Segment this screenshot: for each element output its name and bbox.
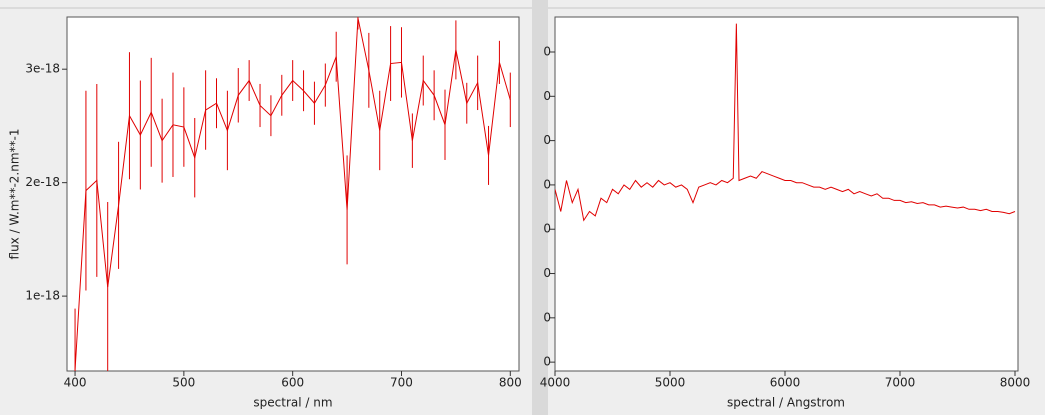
x-tick-label: 4000: [540, 376, 571, 390]
y-tick-label: 0: [543, 45, 551, 59]
y-tick-label: 2e-18: [25, 175, 60, 189]
y-tick-label: 1e-18: [25, 289, 60, 303]
x-tick-label: 700: [390, 376, 413, 390]
y-tick-label: 0: [543, 177, 551, 191]
plot-area: [554, 16, 1019, 372]
y-tick-label: 3e-18: [25, 62, 60, 76]
series: [555, 23, 1016, 222]
data-line: [555, 23, 1016, 222]
x-tick-label: 6000: [770, 376, 801, 390]
x-axis-title: spectral / nm: [253, 396, 332, 410]
series: [74, 17, 511, 371]
y-axis-title: flux / W.m**-2.nm**-1: [8, 129, 22, 260]
y-tick-label: 0: [543, 89, 551, 103]
x-tick-label: 800: [499, 376, 522, 390]
x-axis-title: spectral / Angstrom: [727, 396, 845, 410]
y-tick-label: 0: [543, 222, 551, 236]
x-tick-label: 500: [172, 376, 195, 390]
x-tick-label: 5000: [655, 376, 686, 390]
x-tick-label: 7000: [885, 376, 916, 390]
y-tick-label: 0: [543, 266, 551, 280]
x-tick-label: 8000: [1000, 376, 1031, 390]
splitter[interactable]: [532, 0, 548, 415]
x-tick-label: 600: [281, 376, 304, 390]
y-tick-label: 0: [543, 310, 551, 324]
y-tick-label: 0: [543, 355, 551, 369]
data-line: [74, 18, 511, 370]
x-tick-label: 400: [64, 376, 87, 390]
y-tick-label: 0: [543, 133, 551, 147]
